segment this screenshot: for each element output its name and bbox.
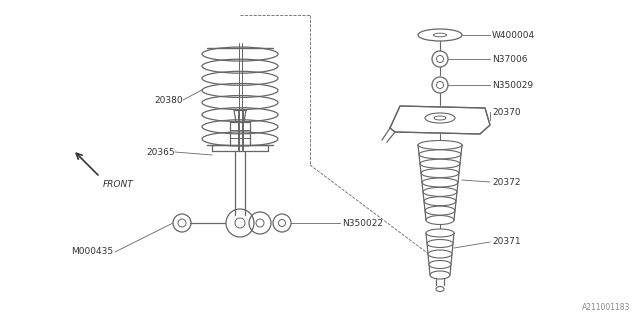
Ellipse shape	[429, 260, 451, 268]
Ellipse shape	[426, 215, 454, 225]
Text: 20371: 20371	[492, 237, 520, 246]
Text: N350022: N350022	[342, 219, 383, 228]
Text: N37006: N37006	[492, 54, 527, 63]
Ellipse shape	[427, 239, 453, 247]
Text: FRONT: FRONT	[103, 180, 134, 189]
Text: M000435: M000435	[71, 247, 113, 257]
Ellipse shape	[428, 250, 452, 258]
Ellipse shape	[420, 159, 460, 168]
Circle shape	[432, 51, 448, 67]
Ellipse shape	[430, 271, 450, 279]
Text: 20380: 20380	[154, 95, 183, 105]
Ellipse shape	[421, 169, 459, 178]
Circle shape	[432, 77, 448, 93]
Ellipse shape	[419, 150, 461, 159]
Text: 20372: 20372	[492, 178, 520, 187]
Ellipse shape	[425, 206, 455, 215]
Ellipse shape	[418, 140, 462, 149]
Text: 20365: 20365	[147, 148, 175, 156]
Ellipse shape	[424, 197, 456, 206]
Ellipse shape	[423, 188, 457, 196]
Ellipse shape	[418, 29, 462, 41]
Text: N350029: N350029	[492, 81, 533, 90]
Ellipse shape	[426, 229, 454, 237]
Ellipse shape	[436, 286, 444, 292]
Polygon shape	[390, 106, 490, 134]
Text: W400004: W400004	[492, 30, 535, 39]
Text: A211001183: A211001183	[582, 303, 630, 312]
Text: 20370: 20370	[492, 108, 520, 116]
Ellipse shape	[422, 178, 458, 187]
